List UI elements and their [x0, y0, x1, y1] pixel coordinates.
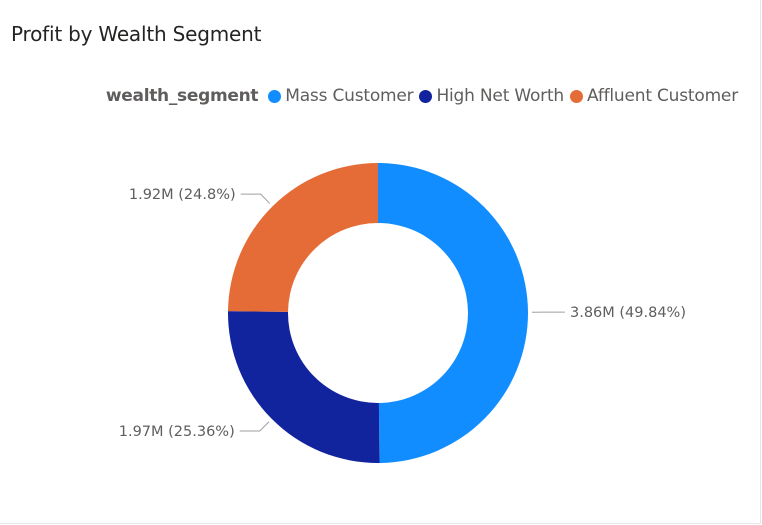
- leader-line-high-net-worth: [239, 421, 270, 432]
- data-label-affluent-customer: 1.92M (24.8%): [129, 187, 236, 203]
- legend-label-high-net-worth: High Net Worth: [436, 86, 565, 106]
- legend-marker-high-net-worth: [419, 89, 433, 103]
- donut-slice-affluent-customer[interactable]: [228, 163, 378, 312]
- legend: wealth_segment Mass Customer High Net Wo…: [106, 86, 738, 106]
- data-label-high-net-worth: 1.97M (25.36%): [119, 424, 235, 440]
- legend-item-high-net-worth[interactable]: High Net Worth: [419, 86, 564, 106]
- donut-slice-mass-customer[interactable]: [378, 163, 529, 463]
- legend-title: wealth_segment: [105, 86, 259, 106]
- legend-label-affluent-customer: Affluent Customer: [587, 86, 738, 106]
- legend-item-affluent-customer[interactable]: Affluent Customer: [570, 86, 738, 106]
- legend-label-mass-customer: Mass Customer: [285, 86, 414, 106]
- legend-marker-affluent-customer: [570, 89, 584, 103]
- data-label-mass-customer: 3.86M (49.84%): [570, 305, 686, 321]
- leader-line-affluent-customer: [240, 193, 271, 204]
- donut-slice-high-net-worth[interactable]: [227, 311, 380, 464]
- chart-title: Profit by Wealth Segment: [11, 22, 262, 46]
- legend-item-mass-customer[interactable]: Mass Customer: [268, 86, 414, 106]
- legend-marker-mass-customer: [268, 89, 282, 103]
